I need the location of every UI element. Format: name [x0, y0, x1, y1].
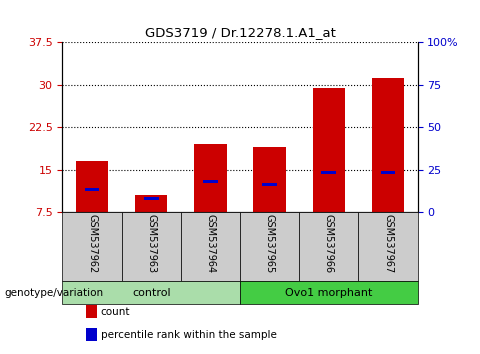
Bar: [203, 180, 218, 183]
Text: control: control: [132, 288, 170, 298]
Bar: [144, 197, 158, 200]
Bar: [312, 88, 345, 212]
Bar: [381, 171, 396, 174]
Bar: [194, 144, 227, 212]
Bar: [262, 183, 277, 185]
Text: GSM537965: GSM537965: [264, 214, 275, 273]
Text: GSM537964: GSM537964: [205, 214, 216, 273]
Bar: [76, 161, 108, 212]
Text: genotype/variation: genotype/variation: [5, 288, 104, 298]
Bar: [372, 78, 404, 212]
Text: percentile rank within the sample: percentile rank within the sample: [101, 330, 276, 339]
Text: GSM537963: GSM537963: [146, 214, 156, 273]
Bar: [253, 147, 286, 212]
Text: Ovo1 morphant: Ovo1 morphant: [285, 288, 372, 298]
Text: GSM537966: GSM537966: [324, 214, 334, 273]
Text: GSM537967: GSM537967: [383, 214, 393, 273]
Title: GDS3719 / Dr.12278.1.A1_at: GDS3719 / Dr.12278.1.A1_at: [144, 25, 336, 39]
Text: count: count: [101, 307, 130, 316]
Bar: [135, 195, 168, 212]
Text: GSM537962: GSM537962: [87, 214, 97, 273]
Bar: [322, 171, 336, 174]
Bar: [84, 188, 99, 191]
